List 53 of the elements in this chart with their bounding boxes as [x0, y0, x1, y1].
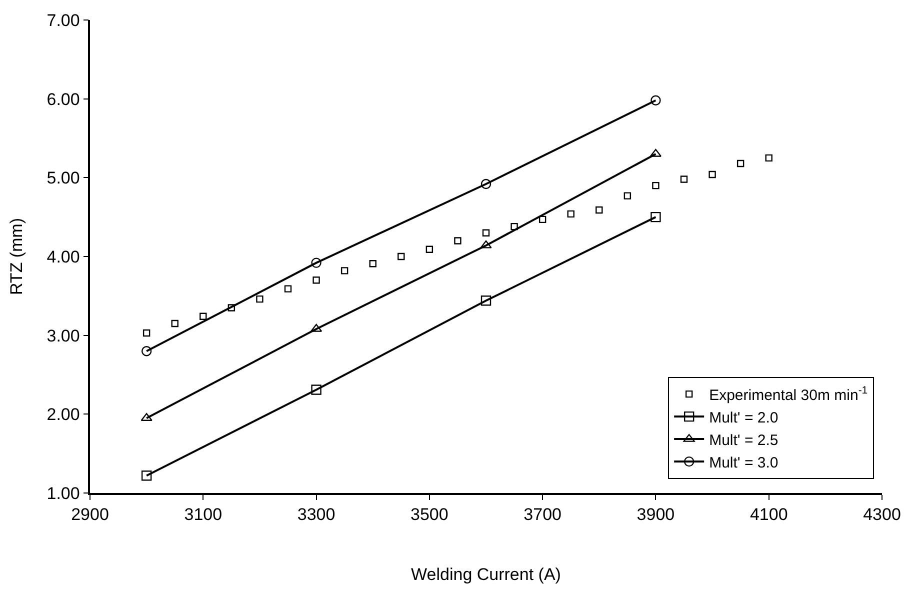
point [680, 176, 688, 183]
x-tick-label: 4300 [863, 505, 901, 524]
y-tick-label: 7.00 [46, 10, 80, 30]
y-tick-label: 4.00 [46, 247, 80, 266]
point [650, 95, 661, 106]
point [171, 320, 178, 328]
point [596, 206, 603, 214]
legend-label: Mult' = 3.0 [709, 454, 778, 472]
x-tick-label: 4100 [750, 505, 788, 524]
point [650, 212, 661, 222]
y-tick-label: 1.00 [46, 484, 80, 503]
point [567, 210, 574, 218]
y-axis-title: RTZ (mm) [6, 218, 26, 296]
point [538, 216, 546, 224]
x-axis-title: Welding Current (A) [411, 565, 561, 584]
point [765, 154, 772, 162]
x-tick-label: 3700 [524, 505, 562, 524]
x-tick-label: 2900 [71, 505, 109, 524]
x-tick-label: 3500 [410, 505, 448, 524]
point [482, 229, 490, 236]
point [652, 182, 660, 190]
point [340, 267, 348, 274]
point [256, 295, 264, 303]
x-tick-label: 3900 [636, 505, 675, 524]
point [228, 304, 236, 312]
point [480, 240, 492, 248]
y-tick-label: 6.00 [46, 90, 80, 109]
point [398, 252, 405, 260]
y-tick-label: 5.00 [46, 168, 80, 188]
point [369, 260, 376, 268]
point [312, 276, 320, 284]
y-tick-label: 3.00 [46, 326, 80, 346]
point [284, 285, 292, 292]
x-tick-label: 3100 [184, 505, 222, 524]
point [510, 222, 518, 230]
point [624, 192, 632, 200]
point [708, 170, 716, 178]
point [736, 160, 744, 168]
point [454, 237, 462, 244]
point [480, 296, 492, 306]
point [141, 470, 152, 481]
legend-label: Mult' = 2.0 [709, 409, 778, 426]
point [480, 178, 492, 190]
legend-label: Mult' = 2.5 [709, 432, 778, 449]
legend-label: Experimental 30m min$^{-1}$ [709, 384, 868, 404]
point [142, 329, 150, 337]
x-tick-label: 3300 [297, 505, 336, 524]
y-tick-label: 2.00 [46, 405, 80, 424]
point [141, 346, 152, 356]
point [200, 312, 207, 320]
point [426, 246, 434, 253]
point [311, 258, 322, 268]
point [311, 384, 322, 395]
